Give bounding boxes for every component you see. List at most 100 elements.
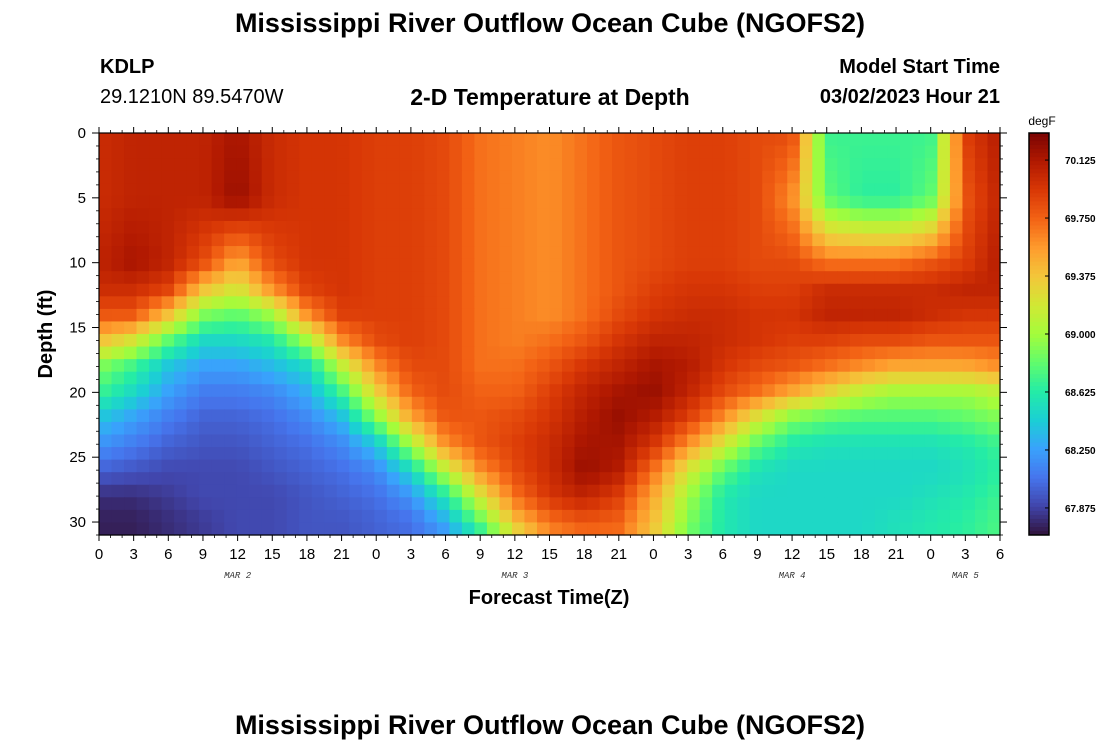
heatmap-cell (236, 396, 250, 410)
heatmap-cell (436, 258, 450, 272)
heatmap-cell (799, 484, 813, 498)
heatmap-cell (274, 145, 288, 159)
heatmap-cell (862, 296, 876, 310)
colorbar-step (1029, 273, 1049, 279)
heatmap-cell (436, 170, 450, 184)
heatmap-cell (536, 459, 551, 473)
heatmap-cell (111, 283, 125, 297)
heatmap-cell (874, 283, 888, 297)
heatmap-cell (374, 283, 388, 297)
heatmap-cell (662, 396, 676, 410)
heatmap-cell (774, 334, 788, 348)
heatmap-cell (687, 497, 701, 511)
heatmap-cell (411, 233, 425, 247)
heatmap-cell (174, 447, 188, 461)
heatmap-cell (949, 421, 964, 436)
heatmap-cell (837, 447, 851, 461)
colorbar-step (1029, 297, 1049, 303)
heatmap-cell (224, 220, 238, 235)
heatmap-cell (637, 409, 651, 423)
heatmap-cell (812, 208, 826, 222)
heatmap-cell (499, 522, 513, 536)
heatmap-cell (849, 409, 863, 423)
heatmap-cell (361, 346, 375, 360)
heatmap-cell (474, 459, 488, 473)
colorbar-step (1029, 185, 1049, 190)
heatmap-cell (349, 396, 363, 410)
heatmap-cell (662, 183, 676, 197)
heatmap-cell (649, 509, 663, 524)
heatmap-cell (474, 283, 488, 297)
heatmap-cell (637, 447, 651, 461)
heatmap-cell (924, 497, 939, 511)
heatmap-cell (186, 434, 200, 448)
heatmap-cell (524, 434, 538, 448)
heatmap-cell (161, 371, 175, 385)
heatmap-cell (949, 246, 964, 260)
heatmap-cell (111, 334, 125, 348)
heatmap-cell (424, 509, 438, 524)
heatmap-cell (324, 346, 338, 360)
heatmap-cell (612, 296, 626, 310)
heatmap-cell (386, 409, 400, 423)
heatmap-cell (624, 258, 638, 272)
heatmap-cell (874, 472, 888, 486)
heatmap-cell (261, 346, 275, 360)
heatmap-cell (399, 384, 413, 398)
heatmap-cell (762, 472, 776, 486)
heatmap-cell (99, 447, 113, 461)
heatmap-cell (887, 497, 901, 511)
heatmap-cell (174, 208, 188, 222)
heatmap-cell (949, 371, 964, 385)
colorbar-step (1029, 217, 1049, 222)
heatmap-cell (837, 396, 851, 410)
colorbar-step (1029, 518, 1049, 524)
heatmap-cell (787, 359, 801, 373)
heatmap-cell (424, 484, 438, 498)
heatmap-cell (199, 158, 213, 172)
heatmap-cell (662, 472, 676, 486)
heatmap-cell (449, 509, 463, 524)
heatmap-cell (124, 258, 138, 272)
heatmap-cell (211, 133, 225, 147)
heatmap-cell (712, 497, 726, 511)
heatmap-cell (349, 409, 363, 423)
heatmap-cell (361, 258, 375, 272)
heatmap-cell (774, 246, 788, 260)
heatmap-cell (236, 371, 250, 385)
heatmap-cell (799, 472, 813, 486)
heatmap-cell (949, 233, 964, 247)
heatmap-cell (749, 271, 763, 285)
footer-title: Mississippi River Outflow Ocean Cube (NG… (234, 710, 866, 740)
heatmap-cell (199, 434, 213, 448)
heatmap-cell (261, 421, 275, 436)
heatmap-cell (186, 371, 200, 385)
heatmap-cell (587, 472, 601, 486)
heatmap-cell (987, 283, 1001, 297)
heatmap-cell (461, 233, 476, 247)
heatmap-cell (486, 434, 501, 448)
heatmap-cell (449, 158, 463, 172)
heatmap-cell (562, 459, 576, 473)
heatmap-cell (837, 497, 851, 511)
heatmap-cell (962, 158, 976, 172)
heatmap-cell (236, 271, 250, 285)
heatmap-cell (249, 447, 263, 461)
heatmap-cell (411, 359, 425, 373)
heatmap-cell (674, 271, 688, 285)
heatmap-cell (749, 434, 763, 448)
heatmap-cell (737, 459, 751, 473)
heatmap-cell (124, 283, 138, 297)
heatmap-cell (712, 183, 726, 197)
heatmap-cell (762, 195, 776, 209)
heatmap-cell (249, 522, 263, 536)
heatmap-cell (299, 472, 313, 486)
heatmap-cell (662, 158, 676, 172)
heatmap-cell (974, 258, 989, 272)
heatmap-cell (849, 459, 863, 473)
heatmap-cell (136, 145, 150, 159)
heatmap-cell (687, 434, 701, 448)
heatmap-cell (962, 421, 976, 436)
heatmap-cell (699, 246, 713, 260)
heatmap-cell (812, 409, 826, 423)
